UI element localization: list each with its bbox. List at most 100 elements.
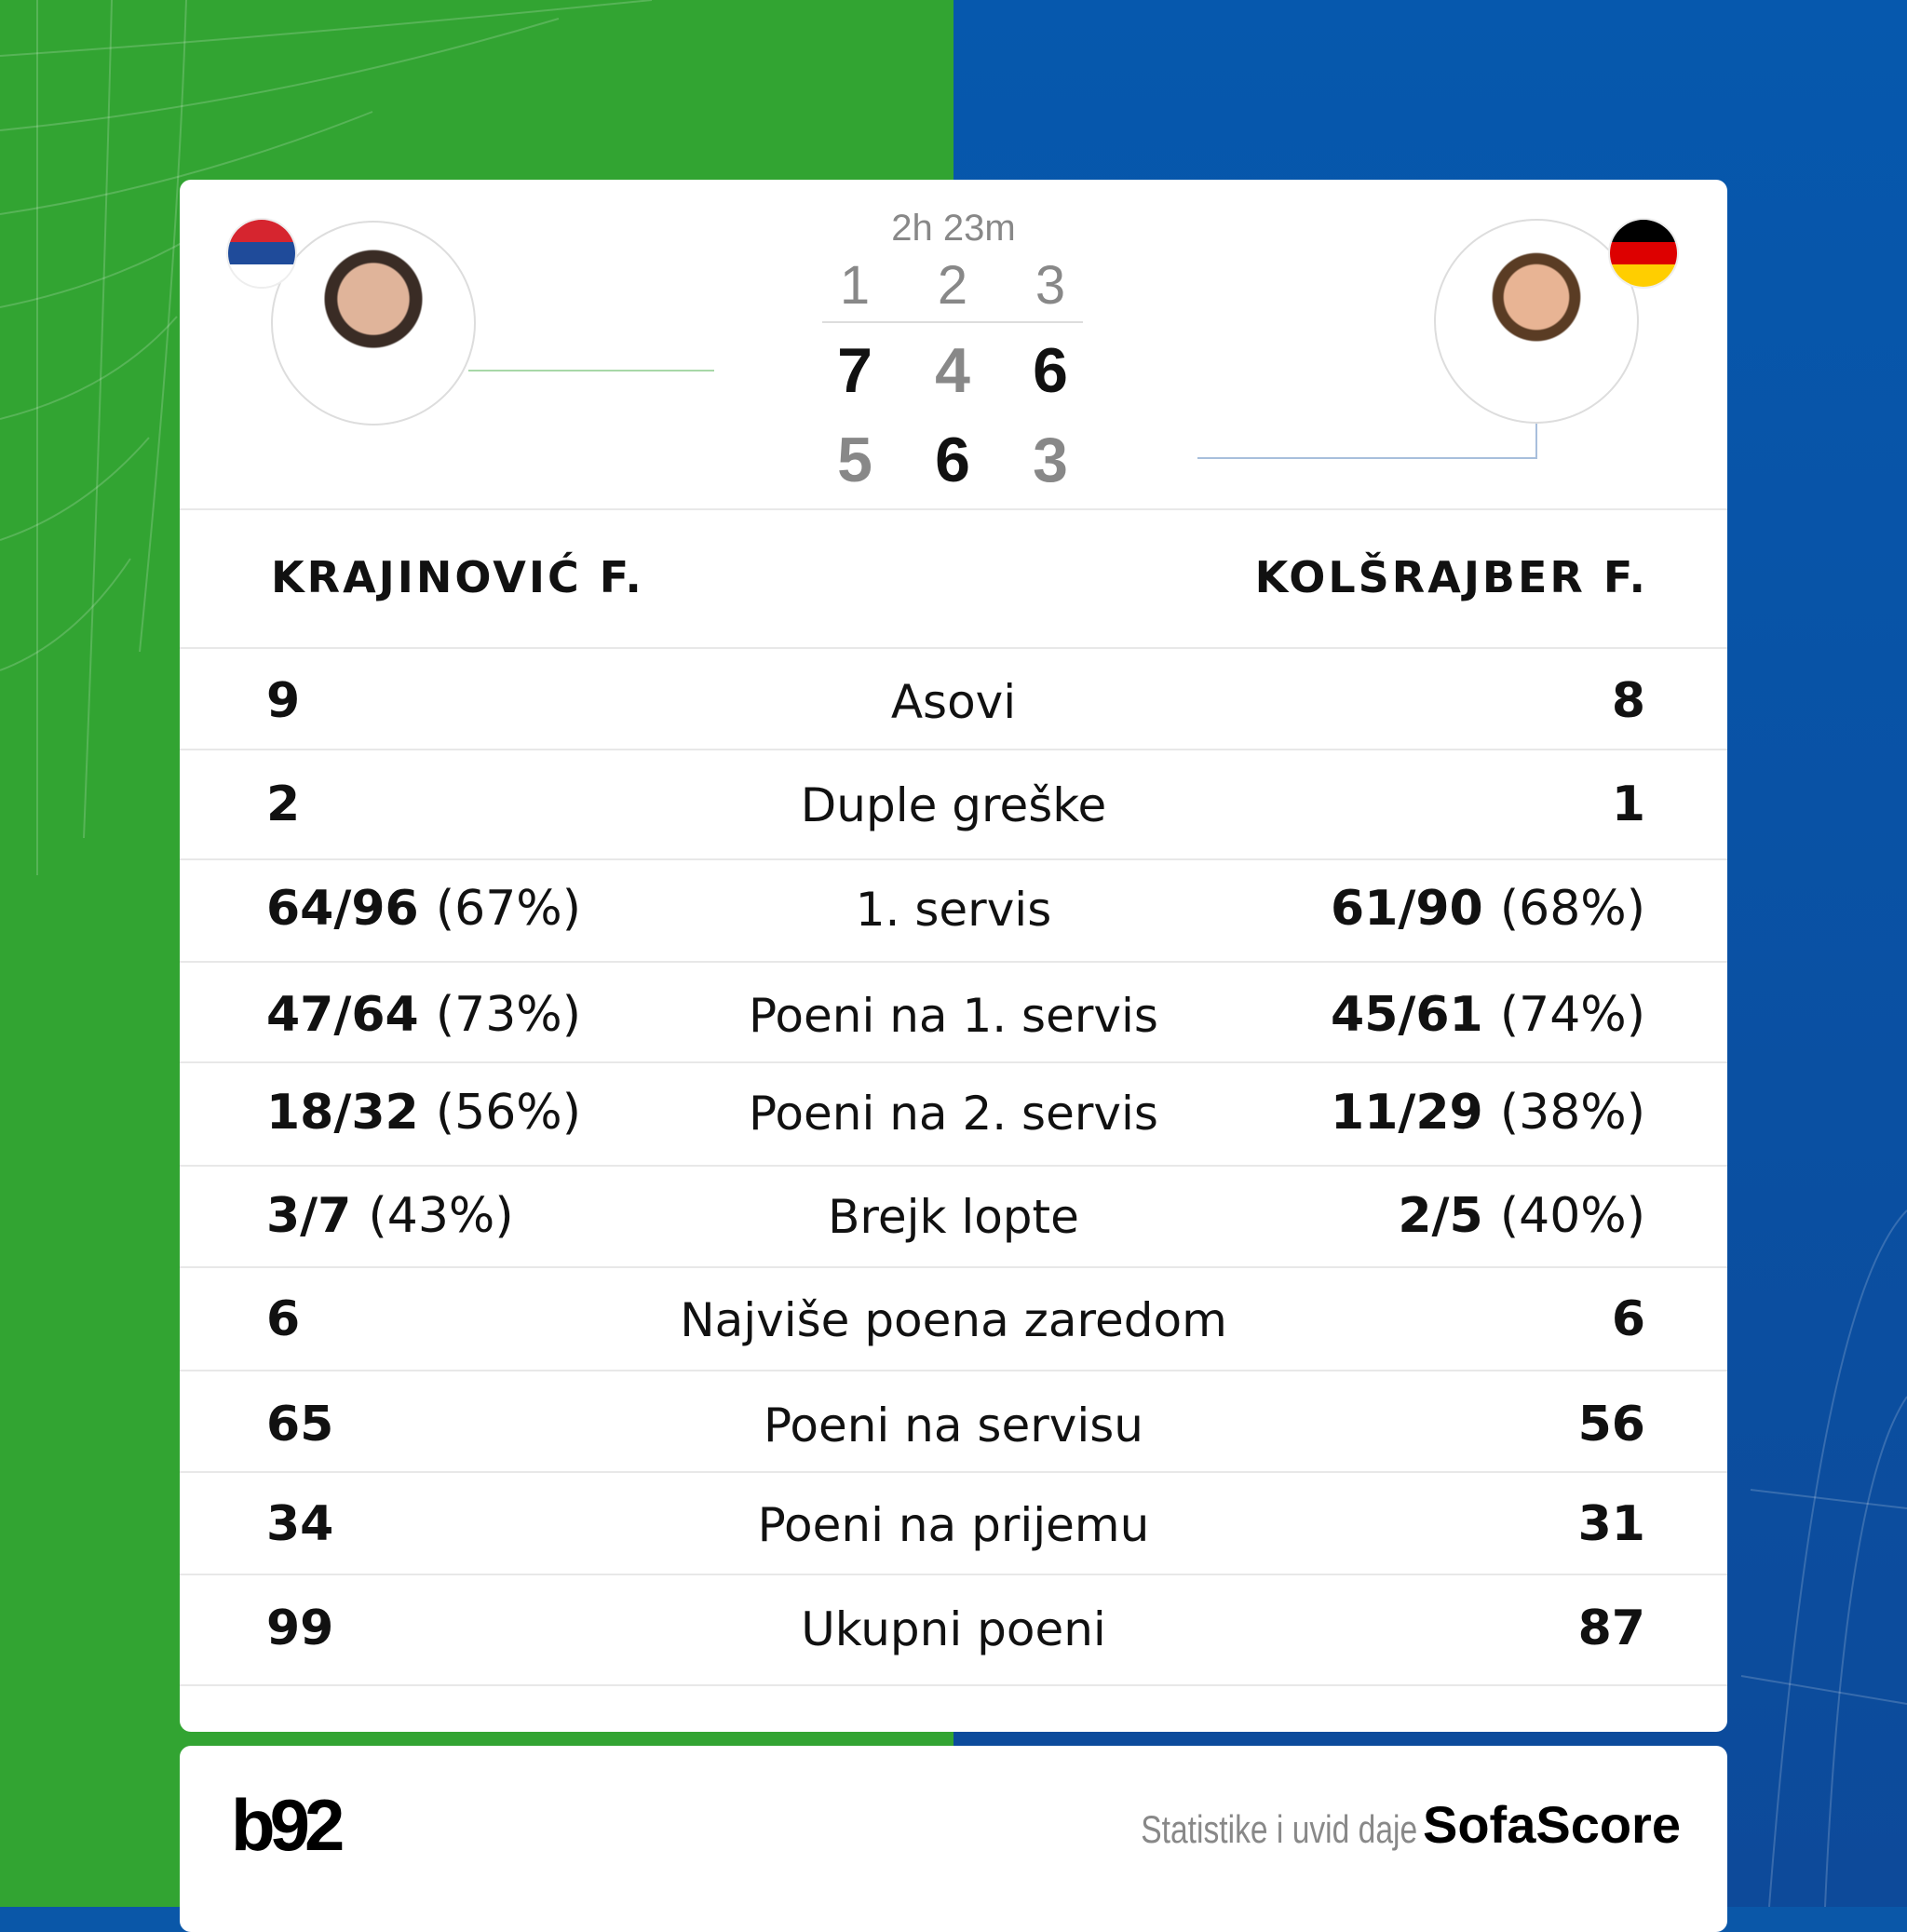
row-divider [180,858,1727,860]
p2-value: 61/90 [1331,881,1483,937]
row-divider [180,1061,1727,1063]
p2-percent: (40%) [1499,1188,1645,1244]
stat-row: 9 Asovi 8 [180,673,1727,729]
p1-value: 64/96 [266,881,419,937]
row-divider [180,1574,1727,1575]
stat-label: Najviše poena zaredom [680,1293,1227,1347]
stat-row: 34 Poeni na prijemu 31 [180,1496,1727,1552]
p2-percent: (74%) [1499,987,1645,1043]
header-divider [180,508,1727,510]
germany-flag-icon [1608,218,1679,289]
p1-set-3-score: 6 [1033,335,1068,406]
p1-value: 47/64 [266,987,419,1043]
set-header-2: 2 [937,255,968,316]
stat-label: Ukupni poeni [801,1602,1106,1656]
p1-stat-value: 2 [266,777,300,832]
row-divider [180,961,1727,963]
row-divider [180,1165,1727,1167]
p1-value: 65 [266,1397,334,1452]
p1-set-1-score: 7 [837,335,872,406]
player1-name: KRAJINOVIĆ F. [271,552,644,602]
p2-set-3-score: 3 [1033,425,1068,495]
player1-avatar [271,221,476,426]
p1-connector-line [468,370,714,372]
p1-value: 6 [266,1291,301,1347]
player2-avatar [1434,219,1639,424]
row-divider [180,749,1727,750]
stat-label: 1. servis [855,883,1052,937]
set-header-3: 3 [1035,255,1066,316]
stat-row: 6 Najviše poena zaredom 6 [180,1291,1727,1347]
p2-stat-value: 8 [1612,673,1645,729]
stat-label: Poeni na 2. servis [749,1087,1158,1141]
p2-value: 56 [1577,1397,1645,1452]
p2-stat-value: 61/90 (68%) [1331,881,1645,937]
stat-label: Brejk lopte [828,1190,1079,1244]
p1-stat-value: 47/64 (73%) [266,987,581,1043]
p1-stat-value: 6 [266,1291,300,1347]
row-divider [180,1684,1727,1686]
p2-value: 11/29 [1331,1085,1483,1141]
stat-label: Poeni na 1. servis [749,989,1158,1043]
p1-value: 18/32 [266,1085,419,1141]
stat-row: 2 Duple greške 1 [180,777,1727,832]
p1-value: 2 [266,777,301,832]
footer: b92 Statistike i uvid daje SofaScore [180,1746,1727,1932]
stat-row: 65 Poeni na servisu 56 [180,1397,1727,1452]
p2-percent: (68%) [1499,881,1645,937]
stat-label: Asovi [890,675,1017,729]
credit-text: Statistike i uvid daje [1141,1807,1417,1851]
p2-stat-value: 31 [1578,1496,1645,1552]
p2-value: 6 [1611,1291,1645,1347]
p1-value: 9 [266,673,301,729]
p1-value: 34 [266,1496,334,1552]
p2-stat-value: 6 [1612,1291,1645,1347]
stat-label: Duple greške [800,778,1107,832]
p2-stat-value: 87 [1578,1601,1645,1656]
serbia-flag-icon [226,218,297,289]
row-divider [180,1471,1727,1473]
stat-label: Poeni na servisu [763,1398,1143,1452]
match-duration: 2h 23m [891,208,1016,249]
p2-stat-value: 11/29 (38%) [1331,1085,1645,1141]
p2-set-2-score: 6 [935,425,970,495]
p2-value: 45/61 [1331,987,1483,1043]
p2-connector-vertical [1535,424,1537,459]
p2-value: 2/5 [1398,1188,1483,1244]
p2-stat-value: 2/5 (40%) [1398,1188,1645,1244]
p1-percent: (73%) [435,987,581,1043]
sofascore-logo: SofaScore [1423,1795,1681,1854]
p2-value: 87 [1577,1601,1645,1656]
p1-stat-value: 3/7 (43%) [266,1188,514,1244]
p2-connector-line [1197,457,1536,459]
p2-value: 31 [1577,1496,1645,1552]
b92-logo: b92 [231,1784,345,1866]
row-divider [180,1266,1727,1268]
p2-stat-value: 1 [1612,777,1645,832]
p2-percent: (38%) [1499,1085,1645,1141]
p1-set-2-score: 4 [935,335,970,406]
p2-value: 8 [1611,673,1645,729]
stat-row: 3/7 (43%) Brejk lopte 2/5 (40%) [180,1188,1727,1244]
p1-percent: (56%) [435,1085,581,1141]
p2-stat-value: 45/61 (74%) [1331,987,1645,1043]
stat-row: 99 Ukupni poeni 87 [180,1601,1727,1656]
stat-row: 18/32 (56%) Poeni na 2. servis 11/29 (38… [180,1085,1727,1141]
set-header-1: 1 [839,255,871,316]
set-header-divider [822,321,1083,323]
stat-row: 47/64 (73%) Poeni na 1. servis 45/61 (74… [180,987,1727,1043]
stat-row: 64/96 (67%) 1. servis 61/90 (68%) [180,881,1727,937]
row-divider [180,1370,1727,1371]
p1-stat-value: 18/32 (56%) [266,1085,581,1141]
p2-set-1-score: 5 [837,425,872,495]
credit: Statistike i uvid daje SofaScore [1072,1794,1681,1855]
match-stats-card: 2h 23m 1 2 3 7 4 6 5 6 3 KRAJINOVIĆ F. K… [180,180,1727,1732]
p1-stat-value: 99 [266,1601,333,1656]
p1-stat-value: 65 [266,1397,333,1452]
row-divider [180,647,1727,649]
p1-value: 3/7 [266,1188,352,1244]
p1-percent: (67%) [435,881,581,937]
p1-stat-value: 34 [266,1496,333,1552]
p2-stat-value: 56 [1578,1397,1645,1452]
